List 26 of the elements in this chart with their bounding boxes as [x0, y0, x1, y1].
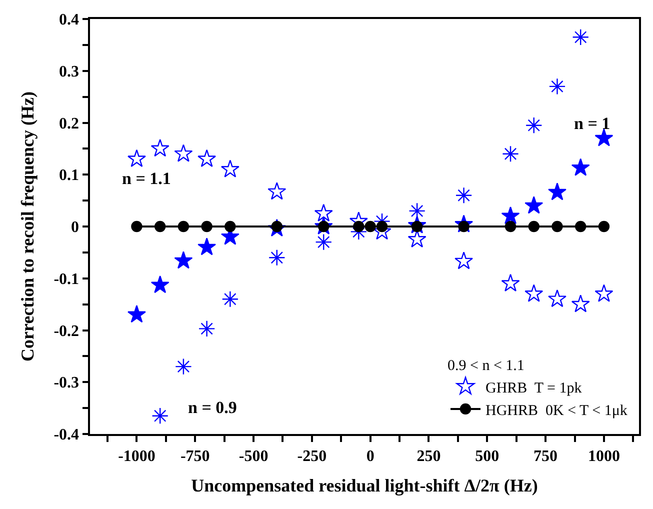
x-tick-label: 0 — [366, 448, 374, 465]
y-tick-label: 0.1 — [59, 167, 80, 184]
annotation: n = 1.1 — [122, 169, 171, 188]
y-tick-label: 0.3 — [59, 63, 80, 80]
y-tick-label: 0.2 — [59, 115, 80, 132]
annotation: n = 0.9 — [188, 398, 237, 417]
x-tick-label: 500 — [475, 448, 500, 465]
x-tick-label: -750 — [180, 448, 210, 465]
legend-label: GHRB T = 1pk — [486, 380, 582, 396]
x-tick-label: 1000 — [588, 448, 620, 465]
legend-title: 0.9 < n < 1.1 — [448, 358, 524, 374]
x-tick-label: -500 — [238, 448, 268, 465]
x-tick-label: 250 — [416, 448, 441, 465]
x-axis-title: Uncompensated residual light-shift Δ/2π (Hz) — [191, 476, 538, 496]
y-tick-label: -0.1 — [54, 270, 80, 288]
y-tick-label: -0.2 — [54, 322, 80, 340]
x-tick-label: -250 — [297, 448, 327, 465]
y-tick-label: -0.3 — [54, 374, 80, 392]
y-axis-title: Correction to recoil frequency (Hz) — [17, 92, 38, 362]
x-tick-label: -1000 — [118, 448, 156, 465]
legend-label: HGHRB 0K < T < 1μk — [486, 402, 628, 419]
x-tick-label: 750 — [534, 448, 558, 465]
y-tick-label: -0.4 — [54, 426, 80, 444]
annotation: n = 1 — [574, 114, 610, 133]
y-tick-label: 0 — [71, 219, 80, 236]
y-tick-label: 0.4 — [59, 12, 80, 29]
